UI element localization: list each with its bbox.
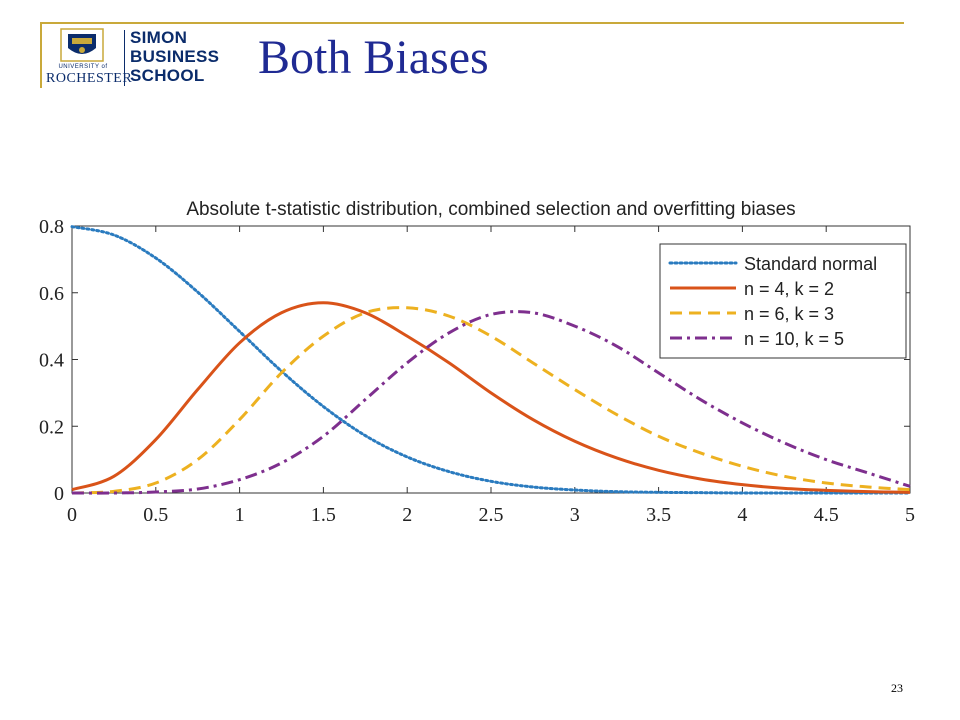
legend-label-1: Standard normal (744, 254, 877, 274)
school-line-1: SIMON (130, 28, 188, 47)
series-line-2 (71, 301, 911, 494)
logo-divider (124, 30, 125, 86)
y-tick-label: 0.4 (39, 350, 64, 372)
slide-title: Both Biases (258, 31, 489, 84)
x-tick-label: 2.5 (479, 504, 504, 526)
university-seal-icon (60, 28, 104, 62)
chart-title: Absolute t-statistic distribution, combi… (186, 199, 795, 220)
x-tick-label: 4 (737, 504, 747, 526)
x-tick-label: 3 (570, 504, 580, 526)
school-line-3: SCHOOL (130, 66, 205, 85)
university-wordmark: UNIVERSITY of ROCHESTER (46, 64, 133, 86)
y-tick-label: 0.8 (39, 216, 64, 238)
header-rule-vertical (40, 22, 42, 88)
y-tick-label: 0.2 (39, 416, 64, 438)
series-line-4 (71, 310, 911, 495)
school-line-2: BUSINESS (130, 47, 220, 66)
y-tick-label: 0 (54, 483, 64, 505)
simon-school-logo: UNIVERSITY of ROCHESTER SIMON BUSINESS S… (46, 26, 236, 88)
legend-label-3: n = 6, k = 3 (744, 304, 834, 324)
university-small-label: UNIVERSITY of (58, 64, 108, 70)
x-tick-label: 1.5 (311, 504, 336, 526)
x-tick-label: 0.5 (143, 504, 168, 526)
x-tick-label: 2 (402, 504, 412, 526)
chart: Absolute t-statistic distribution, combi… (20, 186, 940, 536)
series-line-1 (70, 225, 912, 495)
page-number: 23 (891, 681, 903, 695)
header-rule (40, 22, 904, 24)
x-tick-label: 5 (905, 504, 915, 526)
x-tick-label: 1 (235, 504, 245, 526)
x-tick-label: 4.5 (814, 504, 839, 526)
legend-label-4: n = 10, k = 5 (744, 329, 844, 349)
x-tick-label: 0 (67, 504, 77, 526)
x-tick-label: 3.5 (646, 504, 671, 526)
school-wordmark: SIMON BUSINESS SCHOOL (130, 28, 219, 85)
y-tick-label: 0.6 (39, 283, 64, 305)
series-line-3 (71, 306, 911, 495)
chart-svg: Absolute t-statistic distribution, combi… (39, 199, 915, 526)
university-name: ROCHESTER (46, 71, 133, 86)
legend-label-2: n = 4, k = 2 (744, 279, 834, 299)
